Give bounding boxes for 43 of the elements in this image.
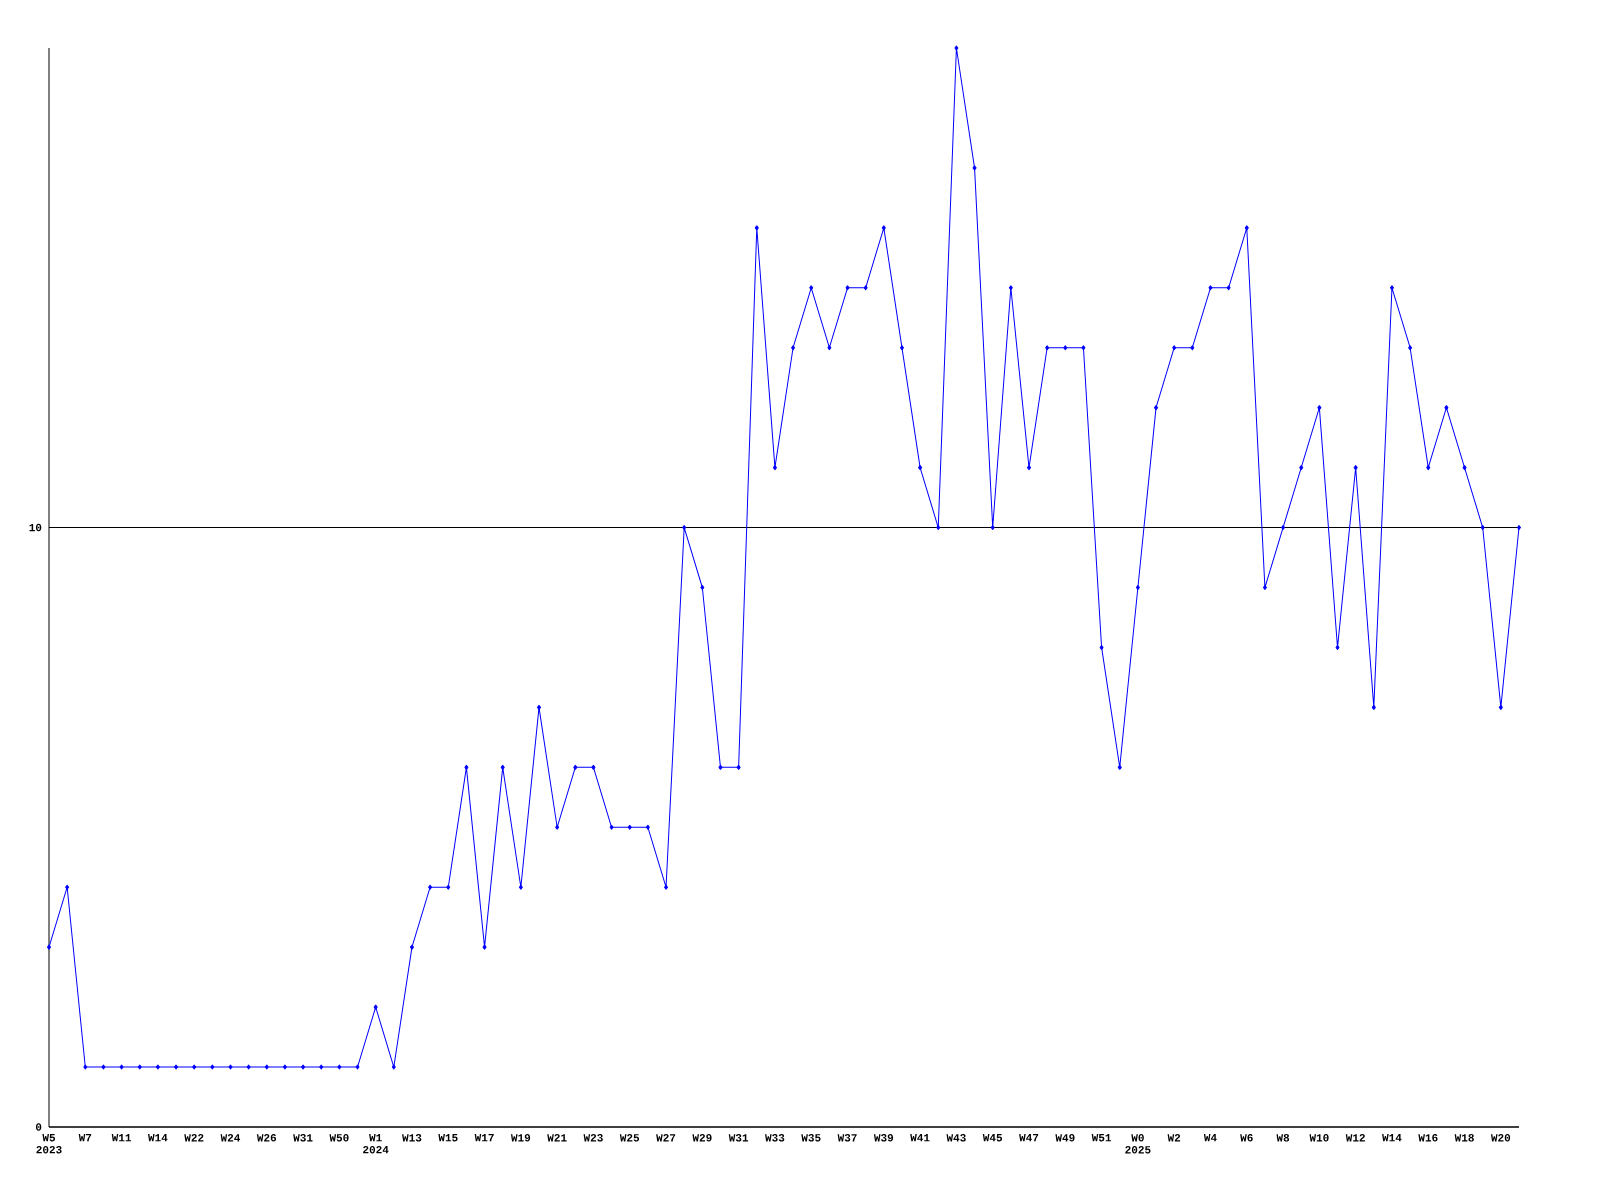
x-tick-label: W33 [765,1134,785,1142]
x-tick-label: W15 [438,1134,458,1142]
x-tick-label: W20 [1490,1134,1511,1142]
x-tick-label: W26 [256,1134,277,1142]
x-tick-label: W13 [402,1134,422,1142]
x-tick-label: W50 [329,1134,349,1142]
x-tick-label: W23 [583,1134,603,1142]
x-tick-label: W22 [184,1134,204,1142]
y-tick-label: 10 [29,523,42,532]
x-tick-label: W12 [1345,1134,1365,1142]
x-tick-label: W17 [474,1134,494,1142]
x-tick-label: W27 [656,1134,676,1142]
x-tick-label: W19 [510,1134,531,1142]
x-tick-label: W31 [728,1134,749,1142]
x-tick-label: W4 [1203,1134,1217,1142]
x-tick-label: W10 [1309,1134,1329,1142]
x-tick-label: W41 [910,1134,930,1142]
x-tick-label: W18 [1454,1134,1474,1142]
x-tick-label: W6 [1240,1134,1253,1142]
x-tick-label: W25 [619,1134,640,1142]
x-tick-label: W24 [220,1134,241,1142]
x-tick-label: W21 [547,1134,567,1142]
x-tick-label: W49 [1055,1134,1075,1142]
y-tick-label: 0 [35,1123,42,1131]
x-tick-label: W31 [293,1134,313,1142]
x-tick-label: W0 2025 [1125,1134,1151,1154]
x-tick-label: W5 2023 [36,1134,62,1154]
x-tick-label: W14 [147,1134,168,1142]
x-tick-label: W39 [873,1134,894,1142]
x-tick-label: W1 2024 [363,1134,389,1154]
x-tick-label: W11 [111,1134,132,1142]
x-tick-label: W16 [1418,1134,1438,1142]
x-tick-label: W29 [692,1134,712,1142]
x-tick-label: W43 [946,1134,966,1142]
x-tick-label: W51 [1091,1134,1112,1142]
x-tick-label: W47 [1019,1134,1039,1142]
x-tick-label: W8 [1276,1134,1290,1142]
x-tick-label: W35 [801,1134,821,1142]
x-tick-label: W14 [1382,1134,1402,1142]
x-tick-label: W2 [1167,1134,1181,1142]
x-tick-label: W37 [837,1134,857,1142]
x-tick-label: W7 [78,1134,92,1142]
x-tick-label: W45 [982,1134,1003,1142]
